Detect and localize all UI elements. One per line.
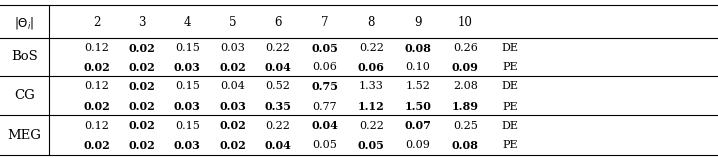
Text: 8: 8 bbox=[368, 16, 375, 29]
Text: 2.08: 2.08 bbox=[453, 81, 477, 91]
Text: 5: 5 bbox=[229, 16, 236, 29]
Text: 0.04: 0.04 bbox=[220, 81, 245, 91]
Text: PE: PE bbox=[502, 62, 518, 72]
Text: 4: 4 bbox=[184, 16, 191, 29]
Text: 0.03: 0.03 bbox=[219, 101, 246, 112]
Text: 0.02: 0.02 bbox=[83, 62, 111, 73]
Text: CG: CG bbox=[14, 89, 34, 102]
Text: 0.04: 0.04 bbox=[264, 62, 292, 73]
Text: DE: DE bbox=[501, 43, 518, 53]
Text: 0.25: 0.25 bbox=[453, 121, 477, 131]
Text: 0.15: 0.15 bbox=[175, 43, 200, 53]
Text: 0.02: 0.02 bbox=[83, 140, 111, 151]
Text: 0.06: 0.06 bbox=[358, 62, 385, 73]
Text: 1.12: 1.12 bbox=[358, 101, 385, 112]
Text: 1.33: 1.33 bbox=[359, 81, 383, 91]
Text: 0.22: 0.22 bbox=[359, 121, 383, 131]
Text: $|\Theta_i|$: $|\Theta_i|$ bbox=[14, 15, 34, 31]
Text: 1.89: 1.89 bbox=[452, 101, 479, 112]
Text: 6: 6 bbox=[274, 16, 281, 29]
Text: 0.15: 0.15 bbox=[175, 121, 200, 131]
Text: 0.77: 0.77 bbox=[312, 102, 337, 112]
Text: 0.02: 0.02 bbox=[219, 140, 246, 151]
Text: 0.03: 0.03 bbox=[174, 140, 201, 151]
Text: 0.06: 0.06 bbox=[312, 62, 337, 72]
Text: DE: DE bbox=[501, 121, 518, 131]
Text: 0.22: 0.22 bbox=[266, 43, 290, 53]
Text: 0.04: 0.04 bbox=[311, 120, 338, 131]
Text: 0.02: 0.02 bbox=[83, 101, 111, 112]
Text: 7: 7 bbox=[321, 16, 328, 29]
Text: 0.08: 0.08 bbox=[452, 140, 479, 151]
Text: MEG: MEG bbox=[7, 129, 42, 142]
Text: 0.08: 0.08 bbox=[404, 43, 432, 54]
Text: 2: 2 bbox=[93, 16, 101, 29]
Text: 0.07: 0.07 bbox=[404, 120, 432, 131]
Text: 0.12: 0.12 bbox=[85, 43, 109, 53]
Text: PE: PE bbox=[502, 140, 518, 150]
Text: 0.02: 0.02 bbox=[129, 120, 156, 131]
Text: 0.52: 0.52 bbox=[266, 81, 290, 91]
Text: 0.04: 0.04 bbox=[264, 140, 292, 151]
Text: 0.02: 0.02 bbox=[219, 62, 246, 73]
Text: 0.12: 0.12 bbox=[85, 81, 109, 91]
Text: 0.02: 0.02 bbox=[129, 43, 156, 54]
Text: 0.05: 0.05 bbox=[311, 43, 338, 54]
Text: 0.15: 0.15 bbox=[175, 81, 200, 91]
Text: 0.10: 0.10 bbox=[406, 62, 430, 72]
Text: 0.22: 0.22 bbox=[266, 121, 290, 131]
Text: 0.02: 0.02 bbox=[219, 120, 246, 131]
Text: 9: 9 bbox=[414, 16, 421, 29]
Text: 0.26: 0.26 bbox=[453, 43, 477, 53]
Text: 0.75: 0.75 bbox=[311, 81, 338, 92]
Text: 0.03: 0.03 bbox=[220, 43, 245, 53]
Text: DE: DE bbox=[501, 81, 518, 91]
Text: 0.05: 0.05 bbox=[358, 140, 385, 151]
Text: 1.50: 1.50 bbox=[404, 101, 432, 112]
Text: 0.03: 0.03 bbox=[174, 101, 201, 112]
Text: 0.03: 0.03 bbox=[174, 62, 201, 73]
Text: 0.22: 0.22 bbox=[359, 43, 383, 53]
Text: 3: 3 bbox=[139, 16, 146, 29]
Text: BoS: BoS bbox=[11, 50, 38, 63]
Text: 1.52: 1.52 bbox=[406, 81, 430, 91]
Text: 0.02: 0.02 bbox=[129, 140, 156, 151]
Text: PE: PE bbox=[502, 102, 518, 112]
Text: 0.09: 0.09 bbox=[406, 140, 430, 150]
Text: 0.09: 0.09 bbox=[452, 62, 479, 73]
Text: 0.02: 0.02 bbox=[129, 101, 156, 112]
Text: 0.12: 0.12 bbox=[85, 121, 109, 131]
Text: 0.05: 0.05 bbox=[312, 140, 337, 150]
Text: 0.02: 0.02 bbox=[129, 62, 156, 73]
Text: 0.35: 0.35 bbox=[264, 101, 292, 112]
Text: 10: 10 bbox=[458, 16, 472, 29]
Text: 0.02: 0.02 bbox=[129, 81, 156, 92]
